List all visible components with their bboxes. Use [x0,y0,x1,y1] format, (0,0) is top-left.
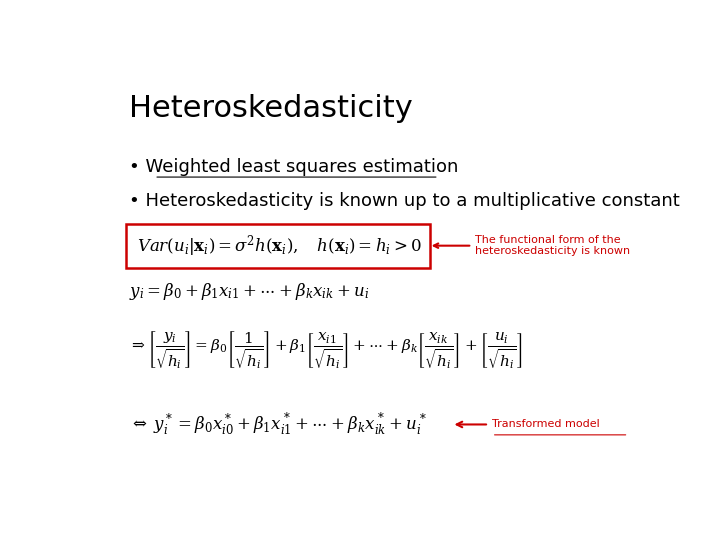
Text: • Weighted least squares estimation: • Weighted least squares estimation [129,158,459,177]
Text: $Var(u_i|\mathbf{x}_i) = \sigma^2 h(\mathbf{x}_i), \quad h(\mathbf{x}_i) = h_i >: $Var(u_i|\mathbf{x}_i) = \sigma^2 h(\mat… [138,233,422,259]
Text: $\Leftrightarrow \; y_i^* = \beta_0 x_{i0}^* + \beta_1 x_{i1}^* + \cdots + \beta: $\Leftrightarrow \; y_i^* = \beta_0 x_{i… [129,411,427,437]
Text: $\Rightarrow \left[\dfrac{y_i}{\sqrt{h_i}}\right] = \beta_0 \left[\dfrac{1}{\sqr: $\Rightarrow \left[\dfrac{y_i}{\sqrt{h_i… [129,329,523,370]
Text: $y_i = \beta_0 + \beta_1 x_{i1} + \cdots + \beta_k x_{ik} + u_i$: $y_i = \beta_0 + \beta_1 x_{i1} + \cdots… [129,281,369,302]
Text: The functional form of the
heteroskedasticity is known: The functional form of the heteroskedast… [434,235,630,256]
Text: • Heteroskedasticity is known up to a multiplicative constant: • Heteroskedasticity is known up to a mu… [129,192,680,210]
Text: Transformed model: Transformed model [492,420,600,429]
Text: Heteroskedasticity: Heteroskedasticity [129,94,413,123]
